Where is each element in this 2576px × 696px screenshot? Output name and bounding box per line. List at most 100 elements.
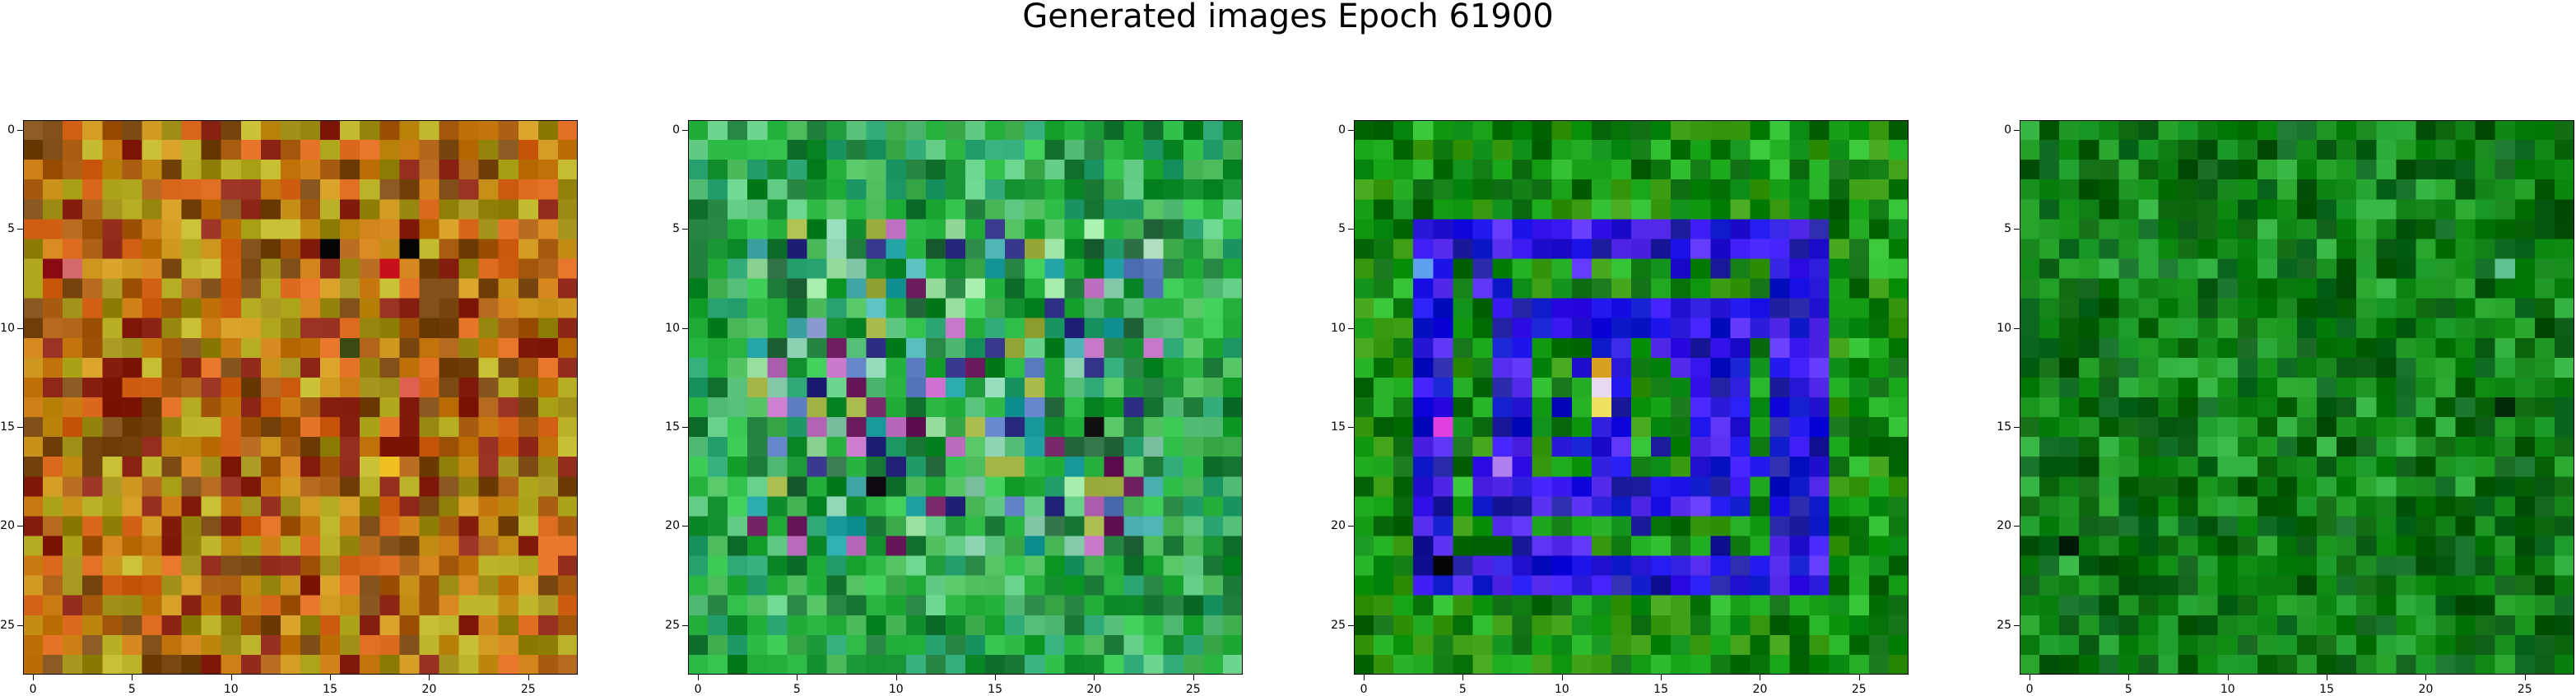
y-tick-mark xyxy=(2014,427,2020,429)
y-tick-label: 0 xyxy=(2004,123,2011,137)
x-tick-label: 20 xyxy=(1086,683,1102,696)
y-tick-mark xyxy=(2014,130,2020,132)
y-tick-label: 5 xyxy=(2004,222,2011,236)
x-tick-mark xyxy=(528,675,529,680)
y-tick-label: 5 xyxy=(672,222,680,236)
y-tick-mark xyxy=(1348,427,1354,429)
y-tick-label: 5 xyxy=(1338,222,1346,236)
x-tick-mark xyxy=(132,675,133,680)
y-tick-label: 20 xyxy=(1997,519,2011,533)
y-tick-mark xyxy=(1348,624,1354,626)
x-tick-label: 10 xyxy=(1554,683,1569,696)
x-tick-mark xyxy=(1561,675,1563,680)
y-tick-label: 0 xyxy=(1338,123,1346,137)
x-tick-mark xyxy=(1462,675,1464,680)
y-tick-mark xyxy=(2014,624,2020,626)
y-tick-label: 25 xyxy=(1997,618,2011,632)
y-tick-mark xyxy=(682,229,688,230)
y-tick-mark xyxy=(1348,130,1354,132)
y-tick-mark xyxy=(17,624,23,626)
heatmap-2 xyxy=(688,120,1243,675)
x-tick-mark xyxy=(230,675,232,680)
y-tick-label: 20 xyxy=(0,519,15,533)
x-tick-label: 5 xyxy=(793,683,801,696)
y-tick-mark xyxy=(1348,327,1354,329)
y-tick-mark xyxy=(1348,229,1354,230)
x-tick-label: 5 xyxy=(2124,683,2132,696)
y-tick-mark xyxy=(17,229,23,230)
y-tick-label: 20 xyxy=(1331,519,1346,533)
y-tick-mark xyxy=(682,526,688,527)
x-tick-mark xyxy=(2425,675,2427,680)
x-tick-label: 10 xyxy=(888,683,904,696)
y-tick-mark xyxy=(682,427,688,429)
x-tick-label: 25 xyxy=(1851,683,1867,696)
image-panel-3: 0 5 10 15 20 25 0 5 10 15 20 25 xyxy=(1331,120,1909,696)
figure-title: Generated images Epoch 61900 xyxy=(1022,0,1554,35)
x-tick-label: 25 xyxy=(1185,683,1201,696)
x-tick-label: 0 xyxy=(29,683,37,696)
y-tick-label: 10 xyxy=(1331,321,1346,335)
y-tick-mark xyxy=(17,526,23,527)
y-tick-mark xyxy=(2014,229,2020,230)
x-tick-label: 25 xyxy=(2517,683,2532,696)
y-tick-label: 10 xyxy=(665,321,680,335)
y-tick-label: 15 xyxy=(1331,420,1346,434)
x-tick-label: 5 xyxy=(128,683,136,696)
x-tick-label: 25 xyxy=(520,683,536,696)
y-tick-mark xyxy=(17,427,23,429)
x-tick-label: 20 xyxy=(1752,683,1768,696)
image-panel-4: 0 5 10 15 20 25 0 5 10 15 20 25 xyxy=(1997,120,2574,696)
y-tick-mark xyxy=(682,327,688,329)
x-tick-label: 0 xyxy=(2025,683,2034,696)
y-tick-mark xyxy=(682,130,688,132)
y-tick-mark xyxy=(1348,526,1354,527)
x-tick-label: 5 xyxy=(1458,683,1467,696)
y-tick-label: 15 xyxy=(665,420,680,434)
y-tick-label: 15 xyxy=(0,420,15,434)
image-panel-2: 0 5 10 15 20 25 0 5 10 15 20 25 xyxy=(665,120,1243,696)
y-tick-label: 0 xyxy=(7,123,15,137)
y-tick-label: 5 xyxy=(7,222,15,236)
y-tick-mark xyxy=(682,624,688,626)
x-tick-mark xyxy=(429,675,430,680)
y-tick-mark xyxy=(2014,327,2020,329)
x-tick-mark xyxy=(895,675,897,680)
y-tick-label: 10 xyxy=(0,321,15,335)
x-tick-mark xyxy=(2227,675,2229,680)
x-tick-mark xyxy=(1094,675,1095,680)
image-panel-1: 0 5 10 15 20 25 0 5 10 15 20 25 xyxy=(0,120,578,696)
y-tick-label: 25 xyxy=(665,618,680,632)
y-tick-label: 25 xyxy=(0,618,15,632)
y-tick-mark xyxy=(2014,526,2020,527)
x-tick-label: 20 xyxy=(2418,683,2434,696)
y-tick-label: 15 xyxy=(1997,420,2011,434)
x-tick-mark xyxy=(1858,675,1860,680)
x-tick-mark xyxy=(330,675,332,680)
x-tick-label: 20 xyxy=(421,683,437,696)
y-tick-label: 0 xyxy=(672,123,680,137)
y-tick-mark xyxy=(17,130,23,132)
heatmap-3 xyxy=(1354,120,1909,675)
y-tick-label: 20 xyxy=(665,519,680,533)
heatmap-4 xyxy=(2020,120,2574,675)
x-tick-mark xyxy=(698,675,700,680)
x-tick-label: 15 xyxy=(2319,683,2335,696)
x-tick-label: 15 xyxy=(988,683,1003,696)
y-tick-label: 10 xyxy=(1997,321,2011,335)
x-tick-mark xyxy=(2524,675,2526,680)
x-tick-mark xyxy=(995,675,997,680)
x-tick-mark xyxy=(1661,675,1662,680)
x-tick-label: 15 xyxy=(1653,683,1669,696)
heatmap-1 xyxy=(23,120,578,675)
x-tick-mark xyxy=(1364,675,1365,680)
x-tick-label: 10 xyxy=(2220,683,2235,696)
y-tick-mark xyxy=(17,327,23,329)
x-tick-mark xyxy=(1193,675,1194,680)
x-tick-mark xyxy=(2128,675,2130,680)
x-tick-label: 10 xyxy=(223,683,239,696)
x-tick-label: 15 xyxy=(323,683,338,696)
x-tick-label: 0 xyxy=(694,683,702,696)
y-tick-label: 25 xyxy=(1331,618,1346,632)
x-tick-mark xyxy=(33,675,35,680)
